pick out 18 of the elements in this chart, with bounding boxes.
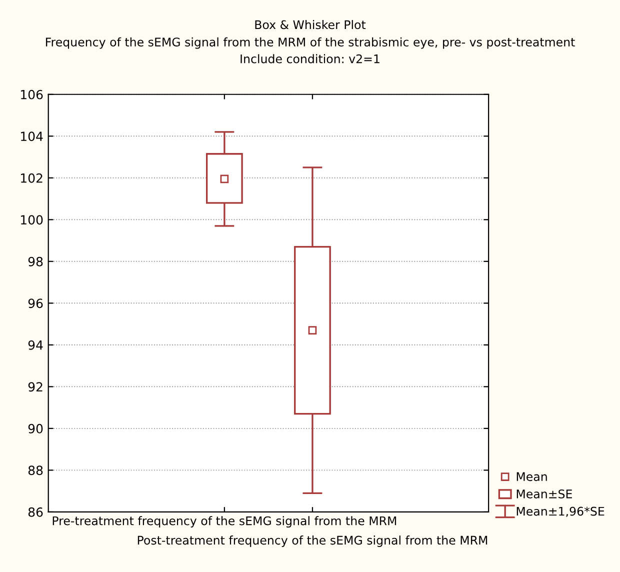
- y-tick-label: 92: [28, 382, 42, 392]
- text: Mean: [516, 472, 547, 482]
- y-tick-label: 104: [21, 132, 43, 142]
- y-tick-label: 106: [21, 90, 43, 100]
- y-tick-label: 98: [28, 256, 43, 266]
- chart-title: Box & Whisker Plot: [255, 20, 366, 30]
- chart-subtitle: Frequency of the sEMG signal from the MRM of the strabismic eye, pre- vs post-treatment Include condition: v2=1: [46, 37, 575, 64]
- x-tick-label: Post-treatment frequency of the sEMG signal from the MRM: [138, 536, 488, 547]
- y-tick-label: 102: [21, 173, 42, 183]
- y-tick-label: 90: [28, 424, 43, 434]
- x-tick-label: Pre-treatment frequency of the sEMG signal from the MRM: [52, 516, 396, 528]
- text: Mean±SE: [516, 489, 572, 498]
- y-tick-label: 96: [28, 298, 43, 308]
- y-tick-label: 88: [28, 466, 43, 476]
- y-tick-label: 94: [28, 340, 43, 350]
- text: Mean±1,96*SE: [516, 506, 604, 517]
- y-tick-label: 86: [28, 507, 43, 517]
- y-tick-label: 100: [21, 215, 43, 225]
